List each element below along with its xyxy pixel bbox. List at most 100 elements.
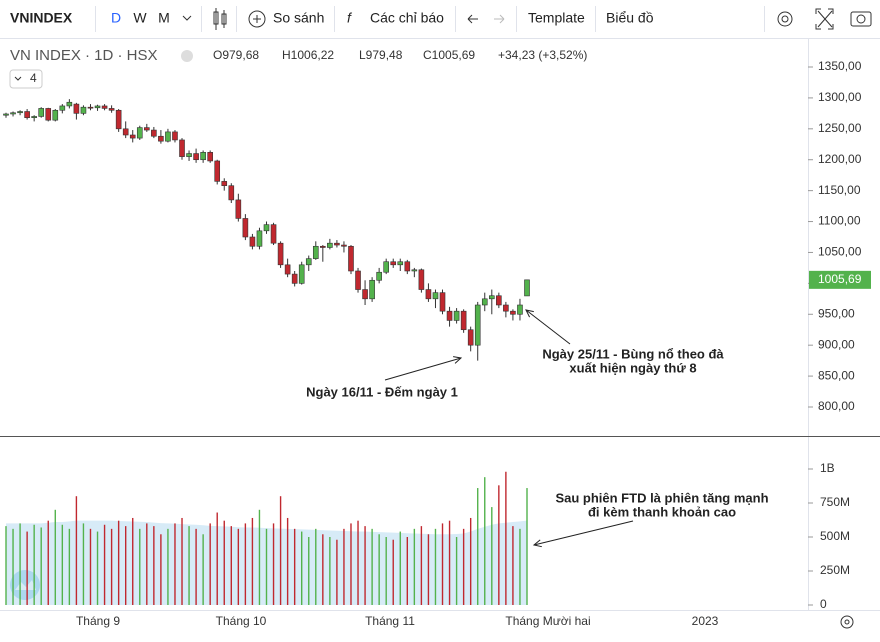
- arrow-head: [453, 356, 463, 364]
- time-label: 2023: [692, 614, 719, 628]
- candle-body: [186, 153, 192, 157]
- candle-body: [115, 109, 122, 130]
- candle-body: [45, 108, 52, 121]
- y-tick-label: 1150,00: [818, 183, 861, 197]
- annotation-text: Ngày 16/11 - Đếm ngày 1: [306, 384, 458, 399]
- y2-tick-label: 250M: [820, 563, 850, 577]
- compare-icon[interactable]: [248, 10, 266, 28]
- template-button[interactable]: Template: [528, 10, 585, 26]
- fullscreen-icon[interactable]: [815, 8, 834, 30]
- candle-body: [334, 242, 340, 246]
- candle-body: [488, 295, 495, 300]
- chart-title: VN INDEX · 1D · HSX: [10, 47, 158, 64]
- candle-body: [474, 304, 481, 346]
- dropdown-icon[interactable]: [182, 15, 192, 21]
- candle-body: [59, 105, 66, 111]
- legend-open: O979,68: [213, 48, 259, 62]
- y-tick-label: 1100,00: [818, 214, 861, 228]
- candle-body: [38, 108, 45, 117]
- candle-body: [52, 109, 59, 121]
- candle-body: [200, 152, 206, 161]
- annotation-arrow: [384, 357, 462, 381]
- candle-body: [376, 271, 382, 281]
- y-tick-label: 900,00: [818, 337, 855, 351]
- y-tick-label: 1200,00: [818, 152, 862, 166]
- candle-body: [172, 131, 178, 141]
- annotation-text: xuất hiện ngày thứ 8: [569, 360, 696, 375]
- candle-body: [277, 242, 284, 266]
- toggle-icon[interactable]: [181, 50, 193, 62]
- settings-icon[interactable]: [840, 615, 854, 629]
- candle-body: [341, 244, 347, 247]
- interval[interactable]: M: [158, 10, 170, 26]
- redo-icon[interactable]: [494, 14, 505, 24]
- candle-body: [3, 113, 9, 116]
- candle-body: [122, 128, 129, 136]
- candle-body: [320, 245, 326, 248]
- indicator-icon[interactable]: f: [347, 10, 353, 26]
- legend-low: L979,48: [359, 48, 403, 62]
- candle-body: [87, 106, 94, 109]
- arrow-head: [532, 539, 542, 548]
- candle-icon[interactable]: [213, 8, 227, 30]
- y-tick-label: 1050,00: [818, 245, 862, 259]
- y-tick-label: 800,00: [818, 399, 855, 413]
- y-tick-label: 950,00: [818, 306, 855, 320]
- y2-tick-label: 750M: [820, 495, 850, 509]
- interval[interactable]: D: [111, 10, 121, 26]
- compare-button[interactable]: So sánh: [273, 10, 324, 26]
- annotation-arrow: [533, 520, 634, 546]
- arrow-head: [525, 309, 534, 318]
- chart-menu-button[interactable]: Biểu đồ: [606, 10, 654, 26]
- candle-body: [446, 310, 453, 321]
- undo-icon[interactable]: [467, 14, 478, 24]
- candle-body: [73, 103, 80, 114]
- last-price-label: 1005,69: [818, 272, 862, 286]
- candle-body: [193, 153, 199, 161]
- y-tick-label: 850,00: [818, 368, 855, 382]
- candle-body: [158, 135, 164, 142]
- snapshot-icon[interactable]: [850, 11, 872, 27]
- settings-icon[interactable]: [777, 11, 793, 27]
- candle-body: [101, 105, 108, 109]
- time-label: Tháng 11: [365, 614, 415, 628]
- candle-body: [298, 264, 305, 284]
- candle-body: [453, 310, 460, 321]
- candle-body: [460, 310, 467, 331]
- candle-body: [305, 258, 312, 266]
- annotation-text: Ngày 25/11 - Bùng nổ theo đà: [542, 346, 724, 361]
- indicators-button[interactable]: Các chỉ báo: [370, 10, 444, 26]
- indicator-collapse[interactable]: [9, 69, 43, 89]
- candle-body: [510, 310, 516, 315]
- annotation-text: Sau phiên FTD là phiên tăng mạnh: [555, 490, 768, 505]
- legend-close: C1005,69: [423, 48, 475, 62]
- candle-body: [481, 298, 488, 306]
- candle-body: [355, 270, 361, 290]
- candle-body: [144, 127, 150, 131]
- annotation-text: đi kèm thanh khoản cao: [588, 504, 736, 519]
- candle-body: [291, 273, 298, 284]
- candle-body: [214, 160, 221, 182]
- time-label: Tháng 9: [76, 614, 120, 628]
- time-label: Tháng Mười hai: [505, 614, 590, 628]
- legend-change: +34,23 (+3,52%): [498, 48, 587, 62]
- candle-body: [228, 185, 235, 201]
- candle-body: [165, 131, 171, 142]
- candle-body: [503, 304, 509, 312]
- candle-body: [136, 127, 143, 139]
- y-tick-label: 1250,00: [818, 121, 862, 135]
- candle-body: [24, 111, 30, 118]
- candle-body: [108, 108, 115, 111]
- candle-body: [249, 236, 256, 247]
- symbol[interactable]: VNINDEX: [10, 10, 73, 26]
- candle-body: [284, 264, 291, 275]
- candle-body: [432, 292, 439, 300]
- candle-body: [348, 245, 354, 272]
- candle-body: [151, 129, 157, 137]
- candle-body: [390, 261, 397, 266]
- interval[interactable]: W: [133, 10, 147, 26]
- last-price-tag: [809, 270, 871, 289]
- candle-body: [312, 245, 319, 259]
- candle-body: [517, 304, 523, 315]
- time-label: Tháng 10: [216, 614, 267, 628]
